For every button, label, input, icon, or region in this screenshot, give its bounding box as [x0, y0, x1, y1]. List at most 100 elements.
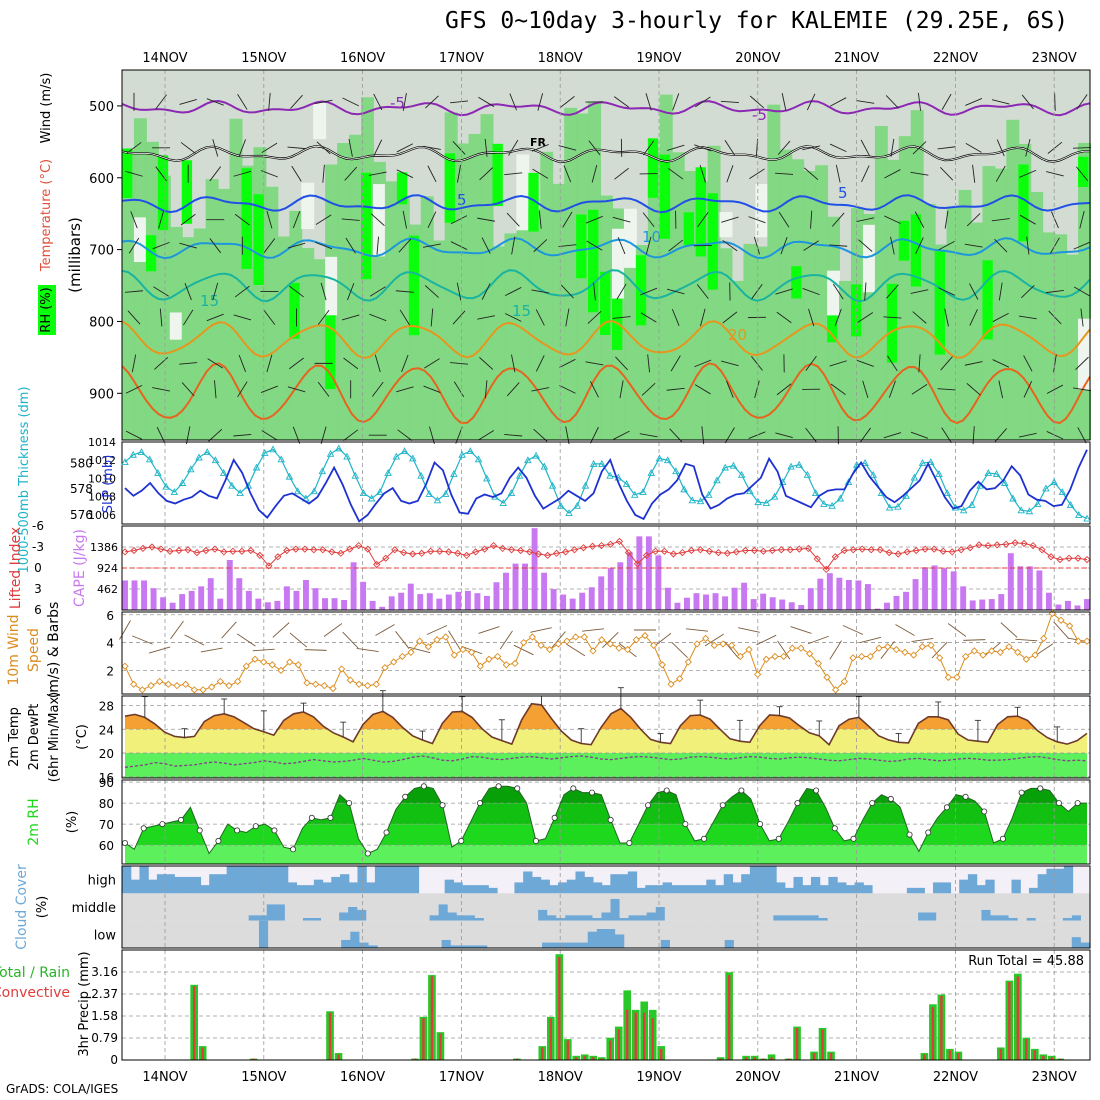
cape-bar	[779, 599, 786, 610]
panel-frame	[121, 525, 1091, 611]
rh-mid-patch	[623, 254, 637, 440]
wind-barb	[804, 167, 819, 181]
wind-barb	[776, 311, 792, 324]
li-point	[346, 545, 354, 553]
li-point	[831, 553, 839, 561]
rh-mid-patch	[313, 259, 327, 440]
wind-speed-point	[918, 643, 926, 651]
slp-point	[1050, 478, 1058, 486]
cape-bar	[264, 602, 271, 610]
li-point	[804, 544, 812, 553]
rh-high-patch	[408, 235, 420, 336]
cape-bar	[645, 536, 652, 610]
wind-speed-point	[806, 650, 814, 658]
cape-bar	[255, 598, 262, 610]
wind-barb	[1075, 356, 1089, 370]
cloud-gap	[1062, 893, 1073, 918]
li-point	[759, 547, 767, 555]
cloud-bar-middle	[547, 915, 557, 921]
wind-barb	[991, 218, 1010, 222]
rh-point	[532, 837, 539, 844]
cloud-bar-middle	[348, 907, 358, 921]
wind-speed-point	[528, 633, 536, 641]
cloud-gap	[615, 920, 625, 935]
cloud-gap	[1071, 893, 1082, 916]
y-axis-label-3: (6hr Min/Max)	[47, 692, 62, 782]
li-line	[124, 540, 1088, 571]
slp-point	[770, 492, 779, 500]
isotherm-label: 15	[512, 302, 531, 320]
wind-barb	[430, 308, 434, 327]
rh-mid-patch	[456, 143, 470, 441]
x-tick-label: 22NOV	[933, 1070, 978, 1085]
wind-speed-point	[875, 644, 883, 652]
wind-barb	[810, 210, 813, 229]
cloud-level-label: middle	[72, 901, 116, 916]
wind-barb	[531, 289, 550, 294]
wind-barb	[506, 382, 520, 397]
cloud-bar-high	[305, 885, 315, 894]
cape-bar	[160, 597, 167, 610]
precip-convective-bar	[940, 995, 943, 1060]
li-point	[525, 548, 534, 556]
cloud-bar-low	[441, 939, 452, 948]
rh-dry-patch	[169, 312, 183, 340]
wind-barb	[996, 139, 1005, 157]
cloud-bar-middle	[791, 915, 802, 921]
wind-barb	[1023, 380, 1033, 398]
rh-point	[645, 802, 652, 809]
cloud-gap	[149, 893, 159, 921]
li-tick-label: 6	[34, 603, 42, 617]
cloud-gap	[377, 920, 388, 948]
wind-barb	[560, 96, 575, 108]
li-point	[1011, 539, 1019, 547]
wind-barb	[130, 211, 138, 229]
wind-barb	[158, 210, 164, 229]
wind-speed-point	[364, 682, 372, 690]
wind-speed-point	[996, 648, 1004, 656]
wind-barb	[292, 426, 301, 444]
slp-point	[885, 503, 894, 511]
cloud-bar-high	[488, 887, 498, 894]
cloud-gap	[989, 920, 1000, 948]
rh-high-patch	[647, 138, 659, 198]
cloud-gap	[167, 920, 178, 948]
wind-barb	[803, 240, 819, 251]
cloud-gap	[1080, 920, 1091, 943]
cloud-gap	[936, 893, 946, 921]
wind-barb	[834, 308, 842, 327]
cloud-gap	[998, 920, 1009, 948]
cloud-gap	[728, 893, 738, 921]
wind-barb	[1047, 141, 1063, 154]
precip-convective-bar	[753, 1057, 756, 1060]
rh-mid-patch	[671, 152, 685, 441]
panel-frame	[121, 695, 1091, 779]
wind-speed-point	[615, 644, 623, 652]
wind-speed-point	[286, 658, 294, 666]
cloud-gap	[881, 893, 892, 921]
wind-speed-point	[121, 662, 129, 670]
rh-point	[906, 831, 913, 838]
cape-bar	[169, 602, 176, 610]
li-point	[489, 541, 498, 550]
wind-barb	[938, 287, 955, 296]
wind-barb	[790, 626, 812, 634]
wind-barb	[233, 170, 252, 177]
rh-mid-patch	[647, 151, 661, 440]
wind-barb	[940, 356, 953, 371]
slp-point	[713, 476, 721, 484]
cloud-level-label: high	[88, 874, 116, 889]
wind-speed-point	[884, 643, 892, 651]
wind-barb	[966, 383, 981, 396]
wind-speed-point	[892, 645, 900, 654]
cloud-gap	[925, 920, 936, 948]
wind-barb	[944, 210, 949, 229]
wind-barb	[124, 290, 144, 293]
wind-barb	[477, 217, 496, 222]
wind-speed-point	[416, 637, 424, 645]
wind-barb	[424, 285, 439, 298]
cloud-bar-high	[784, 887, 795, 894]
wind-barb	[152, 241, 170, 250]
isotherm-label: 15	[200, 292, 219, 310]
